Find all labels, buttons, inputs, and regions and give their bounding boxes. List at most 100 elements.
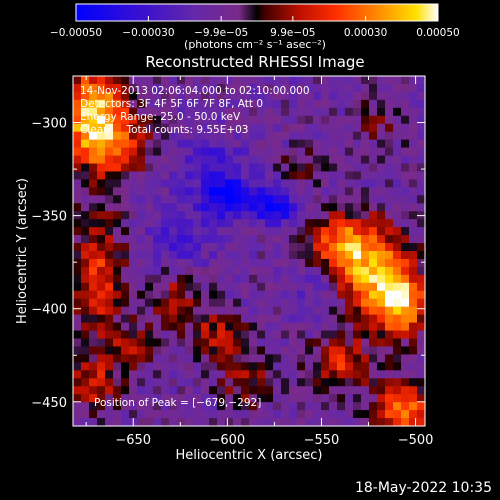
heatmap-cell [297, 378, 306, 387]
heatmap-cell [265, 402, 274, 411]
heatmap-cell [345, 139, 354, 149]
heatmap-cell [305, 171, 314, 180]
heatmap-cell [417, 346, 426, 355]
heatmap-cell [145, 298, 154, 308]
heatmap-cell [265, 187, 274, 196]
heatmap-cell [369, 402, 378, 411]
heatmap-cell [169, 258, 178, 268]
heatmap-cell [329, 402, 338, 411]
heatmap-cell [281, 322, 290, 332]
heatmap-cell [337, 402, 346, 411]
heatmap-cell [177, 227, 186, 236]
heatmap-cell [249, 354, 258, 363]
heatmap-cell [353, 266, 362, 276]
heatmap-cell [393, 410, 402, 419]
heatmap-cell [225, 195, 234, 204]
heatmap-cell [361, 139, 370, 149]
heatmap-cell [337, 386, 346, 395]
heatmap-cell [241, 394, 250, 403]
heatmap-cell [129, 314, 138, 324]
heatmap-cell [297, 266, 306, 276]
heatmap-cell [73, 306, 82, 316]
heatmap-cell [353, 354, 362, 363]
heatmap-cell [289, 99, 298, 109]
heatmap-cell [177, 235, 186, 244]
heatmap-cell [273, 203, 282, 212]
heatmap-cell [297, 76, 306, 85]
heatmap-cell [257, 402, 266, 411]
heatmap-cell [305, 195, 314, 204]
heatmap-cell [337, 211, 346, 220]
heatmap-cell [137, 338, 146, 348]
heatmap-cell [249, 346, 258, 355]
heatmap-cell [321, 306, 330, 316]
colorbar: −0.00050 −0.00030 −9.9e−05 9.9e−05 0.00030 0.… [50, 3, 460, 39]
heatmap-cell [153, 107, 162, 117]
heatmap-cell [297, 171, 306, 180]
heatmap-cell [241, 179, 250, 188]
heatmap-cell [121, 219, 130, 228]
heatmap-cell [385, 338, 394, 348]
heatmap-cell [265, 179, 274, 188]
heatmap-cell [401, 251, 410, 260]
heatmap-cell [145, 91, 154, 101]
heatmap-cell [401, 338, 410, 348]
heatmap-cell [185, 306, 194, 316]
heatmap-cell [417, 394, 426, 403]
heatmap-cell [361, 227, 370, 236]
heatmap-cell [177, 179, 186, 188]
heatmap-cell [225, 76, 234, 85]
heatmap-cell [249, 266, 258, 276]
heatmap-cell [185, 410, 194, 419]
heatmap-cell [305, 251, 314, 260]
heatmap-cell [225, 314, 234, 324]
heatmap-cell [321, 338, 330, 348]
heatmap-cell [209, 338, 218, 348]
heatmap-cell [217, 147, 226, 157]
heatmap-cell [401, 203, 410, 212]
heatmap-cell [369, 386, 378, 395]
heatmap-cell [409, 203, 418, 212]
heatmap-cell [257, 171, 266, 180]
heatmap-cell [249, 219, 258, 228]
heatmap-cell [297, 322, 306, 332]
heatmap-cell [393, 195, 402, 204]
heatmap-cell [265, 322, 274, 332]
heatmap-cell [361, 211, 370, 220]
heatmap-cell [121, 282, 130, 292]
heatmap-cell [73, 243, 82, 252]
heatmap-cell [417, 99, 426, 109]
heatmap-cell [281, 282, 290, 292]
heatmap-cell [241, 282, 250, 292]
heatmap-cell [337, 155, 346, 165]
heatmap-cell [265, 235, 274, 244]
heatmap-cell [121, 290, 130, 300]
heatmap-cell [73, 378, 82, 387]
y-tick-label: −450 [31, 396, 67, 411]
heatmap-cell [217, 346, 226, 355]
heatmap-cell [361, 266, 370, 276]
heatmap-cell [81, 195, 90, 204]
heatmap-cell [313, 330, 322, 340]
heatmap-cell [201, 171, 210, 180]
heatmap-cell [89, 322, 98, 332]
heatmap-cell [241, 235, 250, 244]
heatmap-cell [265, 338, 274, 348]
heatmap-cell [169, 83, 178, 93]
heatmap-cell [161, 243, 170, 252]
heatmap-cell [249, 123, 258, 133]
heatmap-cell [185, 139, 194, 149]
heatmap-cell [257, 107, 266, 117]
heatmap-cell [161, 203, 170, 212]
heatmap-cell [305, 330, 314, 340]
heatmap-cell [233, 115, 242, 125]
heatmap-cell [321, 282, 330, 292]
heatmap-cell [217, 235, 226, 244]
heatmap-cell [97, 338, 106, 348]
heatmap-cell [369, 195, 378, 204]
heatmap-cell [337, 83, 346, 93]
heatmap-cell [257, 258, 266, 268]
heatmap-cell [201, 338, 210, 348]
heatmap-cell [113, 195, 122, 204]
